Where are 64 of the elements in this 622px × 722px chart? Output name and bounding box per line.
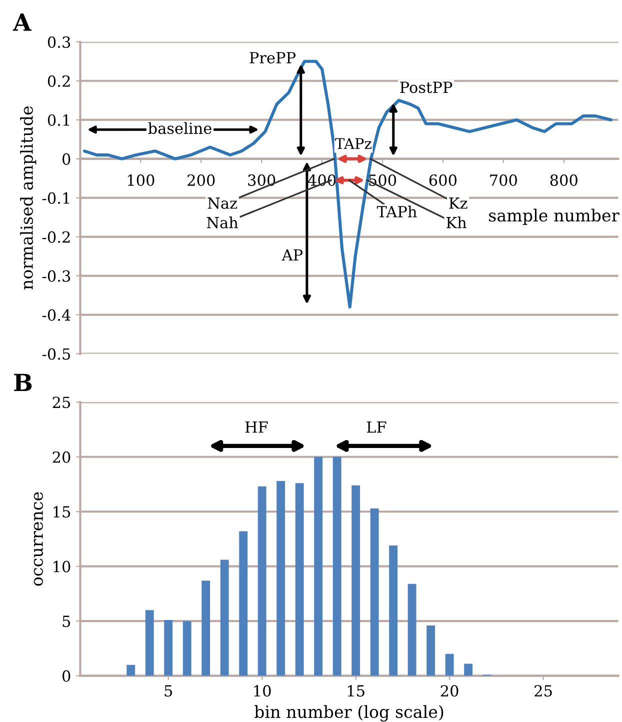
bar [389, 546, 398, 676]
y-tick-label: -0.3 [42, 270, 70, 282]
y-tick-label: 15 [54, 506, 70, 518]
x-axis-title: sample number [489, 208, 620, 225]
x-axis-title: bin number (log scale) [254, 705, 444, 722]
x-tick-label: 20 [440, 685, 458, 697]
annotation: Kz [449, 198, 468, 209]
y-tick-label: 5 [62, 616, 70, 628]
x-tick-label: 300 [248, 174, 276, 186]
y-tick-label: 0.1 [48, 114, 70, 126]
x-tick-label: 15 [348, 685, 364, 697]
y-tick-label: 20 [52, 451, 70, 463]
bar [295, 483, 304, 676]
bar [314, 456, 323, 676]
bar [220, 560, 229, 676]
y-tick-label: 0 [62, 670, 70, 682]
bar [182, 621, 192, 676]
x-tick-label: 500 [369, 174, 396, 186]
y-tick-label: -0.1 [42, 192, 70, 204]
bar [202, 580, 210, 676]
x-tick-label: 25 [534, 685, 552, 697]
bar [126, 664, 136, 676]
bar [239, 531, 248, 676]
annotation: Kh [446, 216, 466, 228]
x-tick-label: 700 [490, 174, 517, 186]
bar [276, 480, 286, 676]
bar [145, 610, 154, 676]
x-tick-label: 100 [128, 174, 154, 186]
x-tick-label: 600 [429, 174, 457, 186]
x-tick-label: 200 [188, 174, 215, 186]
y-axis-title: occurrence [34, 492, 43, 586]
x-tick-label: 10 [254, 685, 271, 697]
y-axis-title: normalised amplitude [20, 106, 36, 290]
annotation: Naz [208, 198, 238, 209]
bar [164, 620, 173, 676]
y-tick-label: -0.5 [42, 348, 70, 360]
annotation: AP [282, 249, 303, 261]
bar [352, 485, 360, 676]
bar [426, 625, 436, 676]
bar [370, 508, 379, 676]
y-tick-label: 0.3 [48, 36, 70, 48]
y-tick-label: 0.2 [48, 75, 70, 87]
x-tick-label: 5 [164, 685, 172, 697]
bar [408, 584, 416, 676]
x-tick-label: 800 [550, 174, 578, 186]
chart-title: A [12, 14, 32, 31]
bar [258, 486, 266, 676]
y-tick-label: -0.4 [42, 309, 70, 321]
chart-title: B [14, 374, 32, 392]
y-tick-label: 25 [52, 396, 70, 408]
annotation: LF [366, 422, 386, 433]
annotation: TAPz [335, 138, 372, 149]
annotation: PostPP [400, 82, 452, 94]
y-tick-label: -0.2 [42, 231, 70, 243]
bar [464, 664, 473, 676]
y-tick-label: 0 [62, 153, 70, 165]
y-tick-label: 10 [54, 560, 70, 572]
bar [332, 456, 342, 676]
annotation: TAPh [376, 206, 417, 218]
annotation: HF [245, 422, 268, 433]
annotation: Nah [206, 216, 238, 228]
bar [445, 654, 454, 676]
annotation: baseline [148, 122, 212, 134]
annotation: PrePP [250, 52, 296, 64]
